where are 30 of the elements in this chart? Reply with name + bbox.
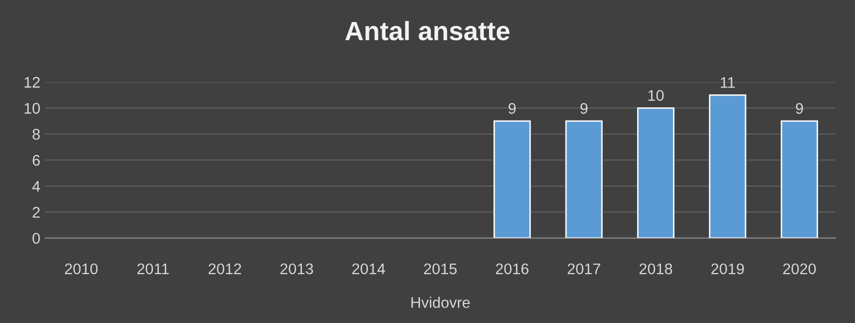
- bar: [708, 94, 746, 238]
- x-tick-label: 2012: [208, 263, 242, 274]
- y-tick-label: 4: [32, 181, 40, 192]
- x-tick-label: 2010: [65, 263, 98, 274]
- x-tick-label: 2019: [711, 263, 744, 274]
- x-tick-label: 2013: [280, 263, 314, 274]
- bar: [565, 120, 603, 238]
- y-tick-label: 6: [32, 154, 40, 166]
- y-tick-label: 0: [32, 232, 40, 244]
- y-tick-label: 2: [32, 206, 40, 218]
- data-label: 9: [796, 103, 803, 114]
- bar: [637, 107, 674, 238]
- x-tick-label: 2017: [568, 263, 600, 274]
- x-tick-label: 2020: [783, 263, 816, 274]
- chart-title: Antal ansatte: [345, 20, 510, 40]
- x-tick-label: 2011: [137, 263, 169, 274]
- x-tick-label: 2016: [496, 263, 528, 274]
- y-tick-label: 10: [24, 102, 40, 114]
- x-tick-label: 2018: [640, 263, 672, 274]
- bar: [780, 120, 818, 238]
- data-label: 9: [508, 103, 516, 114]
- x-tick-label: 2014: [352, 263, 386, 274]
- data-label: 10: [648, 90, 664, 101]
- y-tick-label: 8: [32, 128, 40, 140]
- x-tick-label: 2015: [424, 263, 457, 274]
- bar: [493, 120, 531, 238]
- data-label: 11: [720, 77, 735, 88]
- x-axis-title: Hvidovre: [411, 296, 470, 308]
- y-tick-label: 12: [24, 76, 40, 88]
- data-label: 9: [580, 103, 588, 114]
